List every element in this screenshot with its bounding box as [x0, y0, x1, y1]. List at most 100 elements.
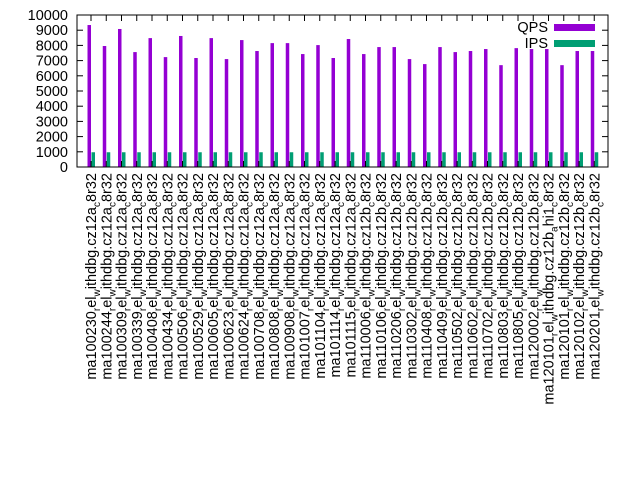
bar-qps: [545, 49, 549, 167]
plot-border: [76, 14, 609, 168]
bar-ips: [594, 152, 599, 167]
x-tick-label: ma100506relwithdbg.cz12ac8r32: [176, 173, 195, 380]
x-axis: ma100230relwithdbg.cz12ac8r32ma100244rel…: [84, 15, 606, 405]
bar-qps: [118, 28, 122, 168]
bar-ips: [289, 152, 294, 167]
x-tick-label: ma100624relwithdbg.cz12ac8r32: [237, 173, 256, 380]
y-axis: 0100020003000400050006000700080009000100…: [28, 8, 608, 176]
bar-qps: [590, 51, 595, 167]
x-tick-label: ma110805relwithdbg.cz12bc8r32: [511, 173, 530, 379]
bar-qps: [407, 59, 412, 167]
bars: [87, 25, 599, 168]
bar-ips: [305, 152, 309, 167]
bar-ips: [366, 152, 370, 167]
bar-ips: [549, 152, 553, 167]
bar-qps: [575, 51, 579, 167]
bar-qps: [255, 51, 259, 167]
x-tick-label: ma110602relwithdbg.cz12bc8r32: [465, 173, 484, 379]
x-tick-label: ma110409relwithdbg.cz12bc8r32: [435, 173, 454, 379]
bar-ips: [274, 152, 278, 167]
x-tick-label: ma120101relwithdbg.cz12bahi1c8r32: [542, 173, 561, 405]
bar-qps: [529, 49, 534, 167]
bar-ips: [442, 152, 446, 167]
legend-label-ips: IPS: [525, 36, 548, 52]
bar-ips: [411, 152, 416, 167]
bar-qps: [453, 52, 457, 168]
bar-qps: [194, 58, 198, 167]
bar-ips: [396, 152, 400, 167]
bar-qps: [346, 39, 351, 167]
x-tick-label: ma110803relwithdbg.cz12bc8r32: [496, 173, 515, 379]
x-tick-label: ma100408relwithdbg.cz12ac8r32: [145, 173, 164, 380]
bar-qps: [285, 43, 290, 168]
x-tick-label: ma100808relwithdbg.cz12ac8r32: [267, 173, 286, 380]
bar-qps: [270, 43, 274, 168]
x-tick-label: ma101115relwithdbg.cz12ac8r32: [343, 173, 362, 378]
bar-qps: [148, 38, 152, 167]
bar-ips: [152, 152, 156, 167]
bar-ips: [137, 152, 141, 167]
bar-qps: [102, 46, 107, 168]
legend-swatch-ips: [554, 40, 595, 47]
bar-ips: [457, 152, 461, 167]
x-tick-label: ma120201relwithdbg.cz12bc8r32: [587, 173, 606, 380]
bar-ips: [198, 152, 202, 167]
bar-qps: [209, 38, 213, 167]
y-tick-label: 0: [60, 160, 68, 176]
bar-qps: [224, 59, 229, 167]
y-tick-label: 6000: [36, 69, 68, 85]
bar-qps: [423, 64, 427, 167]
x-tick-label: ma100708relwithdbg.cz12ac8r32: [252, 173, 271, 380]
bar-ips: [167, 152, 172, 167]
y-tick-label: 10000: [28, 8, 68, 24]
x-tick-label: ma100908relwithdbg.cz12ac8r32: [282, 173, 301, 380]
x-tick-label: ma120101relwithdbg.cz12bc8r32: [557, 173, 576, 380]
y-tick-label: 8000: [36, 38, 68, 54]
x-tick-label: ma120002relwithdbg.cz12bc8r32: [526, 173, 545, 380]
bar-ips: [259, 152, 263, 167]
x-tick-label: ma101114relwithdbg.cz12ac8r32: [328, 173, 347, 378]
bar-qps: [438, 47, 442, 167]
x-tick-label: ma110302relwithdbg.cz12bc8r32: [404, 173, 423, 379]
x-tick-label: ma110206relwithdbg.cz12bc8r32: [389, 173, 408, 379]
bar-qps: [514, 48, 518, 167]
bar-ips: [122, 152, 126, 167]
x-tick-label: ma100244relwithdbg.cz12ac8r32: [99, 173, 118, 380]
bar-qps: [240, 40, 244, 167]
bar-qps: [484, 49, 488, 167]
bar-ips: [320, 152, 324, 167]
bar-ips: [564, 152, 568, 167]
bar-ips: [91, 152, 95, 167]
x-tick-label: ma110106relwithdbg.cz12bc8r32: [374, 173, 393, 379]
x-tick-label: ma101007relwithdbg.cz12ac8r32: [298, 173, 317, 380]
bar-ips: [213, 152, 217, 167]
bar-ips: [228, 152, 233, 167]
bar-ips: [350, 152, 355, 167]
bar-ips: [503, 152, 507, 167]
bar-ips: [183, 152, 187, 167]
bar-qps: [87, 25, 91, 168]
x-tick-label: ma110408relwithdbg.cz12bc8r32: [420, 173, 439, 379]
bar-ips: [381, 152, 385, 167]
bar-qps: [163, 57, 168, 167]
bar-ips: [488, 152, 492, 167]
bar-qps: [468, 51, 473, 167]
y-tick-label: 4000: [36, 99, 68, 115]
bar-qps: [331, 58, 335, 167]
x-tick-label: ma100529relwithdbg.cz12ac8r32: [191, 173, 210, 380]
x-tick-label: ma100623relwithdbg.cz12ac8r32: [221, 173, 240, 380]
bar-qps: [179, 35, 183, 168]
bar-qps: [560, 65, 564, 167]
bar-qps: [316, 45, 320, 167]
x-tick-label: ma110702relwithdbg.cz12bc8r32: [481, 173, 500, 379]
x-tick-label: ma100339relwithdbg.cz12ac8r32: [130, 173, 149, 380]
x-tick-label: ma120102relwithdbg.cz12bc8r32: [572, 173, 591, 380]
bar-ips: [335, 152, 339, 167]
bar-ips: [427, 152, 431, 167]
x-tick-label: ma100230relwithdbg.cz12ac8r32: [84, 173, 103, 380]
y-tick-label: 2000: [36, 130, 68, 146]
y-tick-label: 5000: [36, 84, 68, 100]
bar-qps: [362, 54, 366, 168]
x-tick-label: ma100434relwithdbg.cz12ac8r32: [160, 173, 179, 380]
